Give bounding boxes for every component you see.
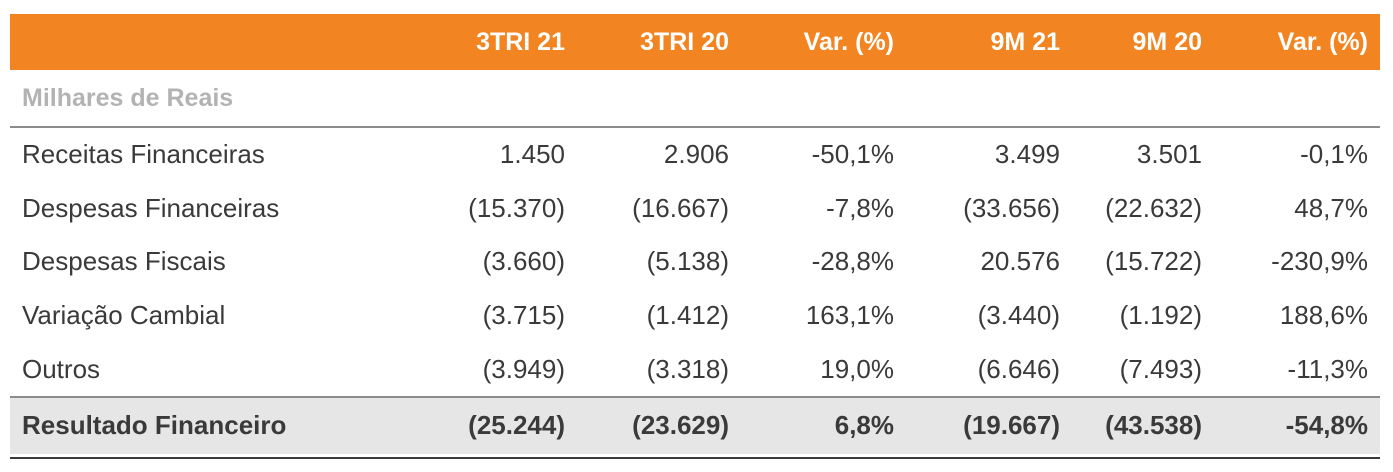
total-var-9m: -54,8% [1285,410,1368,441]
header-3tri20: 3TRI 20 [640,27,729,56]
cell-var-9m: -230,9% [1271,246,1368,277]
total-row: Resultado Financeiro (25.244) (23.629) 6… [10,395,1380,454]
total-label: Resultado Financeiro [22,410,287,441]
cell-var-9m: 48,7% [1294,192,1368,223]
header-var-quarter: Var. (%) [803,27,894,56]
unit-row: Milhares de Reais [10,70,1380,128]
cell-9m21: 3.499 [994,139,1060,170]
cell-3tri20: 2.906 [663,139,729,170]
header-9m20: 9M 20 [1132,27,1202,56]
total-9m21: (19.667) [963,410,1060,441]
cell-9m21: (33.656) [963,192,1060,223]
row-label: Despesas Fiscais [22,246,226,277]
cell-3tri20: (5.138) [646,246,729,277]
total-3tri21: (25.244) [468,410,565,441]
cell-var-quarter: -50,1% [811,139,894,170]
cell-3tri21: (3.949) [482,353,565,384]
total-3tri20: (23.629) [632,410,729,441]
row-label: Despesas Financeiras [22,192,280,223]
table-row: Outros (3.949) (3.318) 19,0% (6.646) (7.… [10,342,1380,396]
table-header: 3TRI 21 3TRI 20 Var. (%) 9M 21 9M 20 Var… [10,14,1380,70]
cell-var-9m: -11,3% [1287,353,1368,384]
total-var-quarter: 6,8% [834,410,894,441]
cell-9m20: (1.192) [1119,300,1202,331]
cell-var-quarter: 19,0% [820,353,894,384]
header-9m21: 9M 21 [990,27,1060,56]
header-3tri21: 3TRI 21 [476,27,565,56]
cell-3tri21: (15.370) [468,192,565,223]
cell-3tri21: 1.450 [499,139,565,170]
header-var-9m: Var. (%) [1277,27,1368,56]
cell-9m20: (22.632) [1105,192,1202,223]
table-row: Despesas Fiscais (3.660) (5.138) -28,8% … [10,235,1380,289]
row-label: Receitas Financeiras [22,139,265,170]
cell-var-quarter: -28,8% [811,246,894,277]
cell-9m20: (7.493) [1119,353,1202,384]
row-label: Variação Cambial [22,300,226,331]
table-row: Variação Cambial (3.715) (1.412) 163,1% … [10,289,1380,343]
cell-9m21: (6.646) [977,353,1060,384]
total-9m20: (43.538) [1105,410,1202,441]
unit-label: Milhares de Reais [22,83,234,112]
cell-var-quarter: -7,8% [826,192,894,223]
cell-3tri20: (16.667) [632,192,729,223]
row-label: Outros [22,353,101,384]
bottom-rule [10,456,1380,459]
cell-var-quarter: 163,1% [805,300,894,331]
cell-9m21: 20.576 [980,246,1060,277]
table-row: Receitas Financeiras 1.450 2.906 -50,1% … [10,128,1380,182]
cell-var-9m: -0,1% [1300,139,1368,170]
cell-9m20: 3.501 [1136,139,1202,170]
cell-3tri20: (3.318) [646,353,729,384]
cell-3tri20: (1.412) [646,300,729,331]
cell-3tri21: (3.715) [482,300,565,331]
cell-9m20: (15.722) [1105,246,1202,277]
cell-var-9m: 188,6% [1279,300,1368,331]
table-row: Despesas Financeiras (15.370) (16.667) -… [10,182,1380,236]
financial-result-table: 3TRI 21 3TRI 20 Var. (%) 9M 21 9M 20 Var… [10,14,1380,459]
cell-9m21: (3.440) [977,300,1060,331]
cell-3tri21: (3.660) [482,246,565,277]
